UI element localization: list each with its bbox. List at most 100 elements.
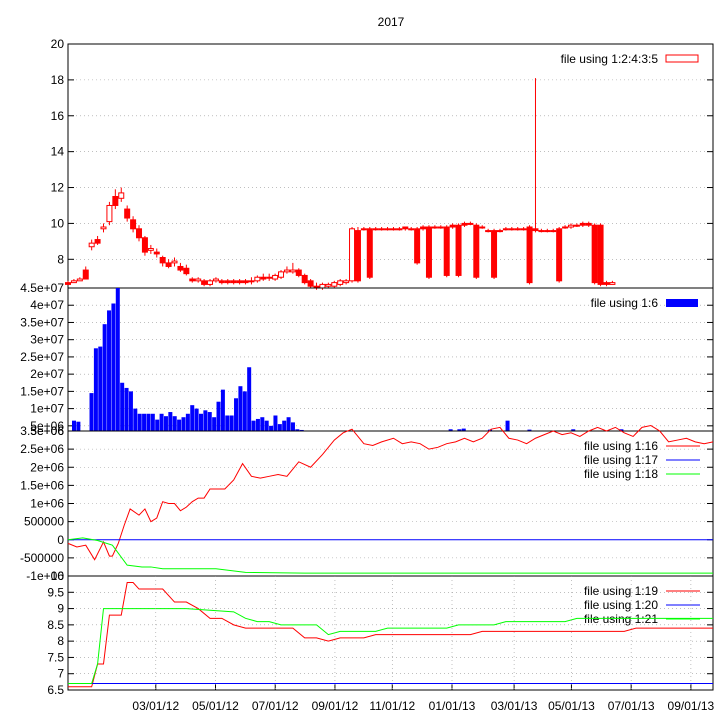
- candle-body: [307, 280, 314, 287]
- legend-label: file using 1:18: [584, 467, 658, 481]
- volume-bar: [181, 417, 186, 431]
- y-tick-label: 10: [51, 216, 65, 230]
- volume-bar: [571, 429, 576, 431]
- candle-body: [248, 280, 255, 283]
- candle-body: [82, 269, 89, 280]
- candle-body: [390, 228, 397, 231]
- legend-label: file using 1:2:4:3:5: [561, 52, 659, 66]
- volume-bar: [150, 413, 155, 431]
- volume-bar: [295, 429, 300, 431]
- volume-bar: [185, 413, 190, 431]
- candle-body: [455, 224, 462, 276]
- y-tick-label: 500000: [24, 515, 64, 529]
- candle-body: [485, 230, 492, 233]
- x-tick-label: 09/01/13: [668, 699, 715, 713]
- candle-body: [420, 226, 427, 230]
- candle-body: [177, 265, 184, 271]
- volume-bar: [457, 429, 462, 431]
- candle-body: [147, 248, 154, 251]
- candle-body: [502, 228, 509, 231]
- legend-label: file using 1:16: [584, 439, 658, 453]
- x-tick-label: 09/01/12: [312, 699, 359, 713]
- y-tick-label: 6.5: [47, 683, 64, 697]
- candle-body: [118, 192, 125, 199]
- volume-bar: [124, 387, 129, 431]
- volume-bar: [168, 412, 173, 431]
- volume-bar: [146, 413, 151, 431]
- legend-label: file using 1:17: [584, 453, 658, 467]
- candle-body: [556, 228, 563, 282]
- volume-bar: [142, 413, 147, 431]
- y-tick-label: 18: [51, 73, 65, 87]
- y-tick-label: 3.5e+06: [20, 424, 64, 438]
- volume-bar: [461, 428, 466, 431]
- volume-bar: [194, 408, 199, 431]
- y-tick-label: 2.5e+06: [20, 442, 64, 456]
- y-tick-label: 12: [51, 181, 65, 195]
- candle-body: [354, 230, 361, 282]
- y-tick-label: 7: [57, 667, 64, 681]
- volume-bar: [120, 382, 125, 431]
- candle-body: [65, 282, 71, 285]
- candle-body: [579, 222, 586, 226]
- candle-body: [301, 274, 308, 284]
- volume-bar: [128, 391, 133, 431]
- volume-bar: [225, 415, 230, 431]
- volume-bar: [273, 415, 278, 431]
- candle-body: [425, 226, 432, 278]
- candle-body: [360, 228, 367, 231]
- volume-bar: [207, 412, 212, 431]
- volume-bar: [137, 413, 142, 431]
- candle-body: [289, 269, 296, 273]
- volume-bar: [619, 429, 624, 431]
- candle-body: [171, 260, 178, 264]
- volume-bar: [251, 420, 256, 431]
- candle-body: [431, 226, 438, 229]
- y-tick-label: 16: [51, 109, 65, 123]
- candle-body: [349, 228, 356, 282]
- candle-body: [183, 267, 190, 275]
- y-tick-label: -1e+06: [26, 569, 64, 583]
- candle-body: [124, 208, 131, 219]
- candle-body: [567, 224, 574, 228]
- series-line: [68, 582, 713, 688]
- volume-bar: [177, 419, 182, 431]
- y-tick-label: -500000: [20, 551, 64, 565]
- candle-body: [236, 280, 243, 284]
- volume-bar: [255, 418, 260, 431]
- volume-bar: [234, 398, 239, 431]
- y-tick-label: 9.5: [47, 585, 64, 599]
- candle-body: [402, 226, 409, 230]
- candle-body: [366, 228, 373, 278]
- candle-body: [562, 226, 569, 229]
- volume-bar: [133, 408, 138, 431]
- volume-bar: [115, 288, 120, 431]
- y-tick-label: 4e+07: [30, 298, 64, 312]
- y-tick-label: 0: [57, 533, 64, 547]
- y-tick-label: 1e+07: [30, 402, 64, 416]
- candle-body: [136, 228, 143, 239]
- volume-bar: [238, 386, 243, 431]
- series-line: [67, 537, 713, 574]
- volume-bar: [190, 405, 195, 431]
- volume-bar: [203, 410, 208, 431]
- candle-body: [538, 230, 545, 233]
- y-tick-label: 10: [51, 569, 65, 583]
- candle-body: [218, 280, 225, 284]
- volume-bar: [93, 348, 98, 431]
- volume-bar: [282, 420, 287, 431]
- y-tick-label: 9: [57, 602, 64, 616]
- y-tick-label: 14: [51, 145, 65, 159]
- candle-body: [141, 237, 148, 253]
- candle-body: [414, 228, 421, 264]
- volume-bar: [269, 425, 274, 431]
- candle-body: [165, 262, 172, 267]
- candle-body: [343, 280, 350, 284]
- y-tick-label: 8.5: [47, 618, 64, 632]
- x-tick-label: 11/01/12: [369, 699, 415, 713]
- volume-bar: [264, 420, 269, 431]
- y-tick-label: 1e+06: [30, 497, 64, 511]
- candle-body: [609, 282, 616, 285]
- candle-body: [491, 230, 498, 278]
